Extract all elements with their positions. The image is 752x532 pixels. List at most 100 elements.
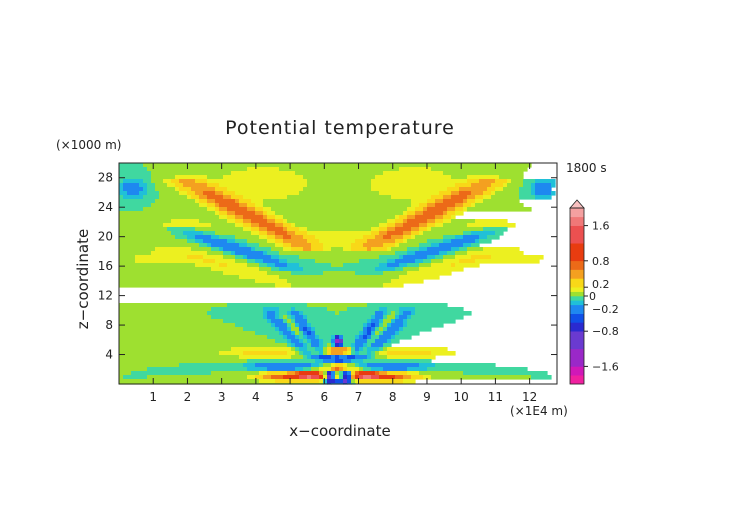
- heatmap-cell: [191, 187, 216, 192]
- heatmap-cell: [415, 207, 424, 212]
- heatmap-cell: [327, 347, 332, 352]
- heatmap-cell: [119, 251, 152, 256]
- heatmap-cell: [383, 347, 388, 352]
- heatmap-cell: [195, 263, 220, 268]
- heatmap-cell: [415, 211, 424, 216]
- heatmap-cell: [371, 327, 376, 332]
- heatmap-cell: [347, 367, 360, 372]
- heatmap-cell: [279, 331, 284, 336]
- heatmap-cell: [207, 243, 212, 248]
- heatmap-cell: [283, 219, 288, 224]
- heatmap-cell: [255, 203, 264, 208]
- heatmap-cell: [403, 235, 412, 240]
- heatmap-cell: [279, 315, 284, 320]
- heatmap-cell: [271, 255, 280, 260]
- heatmap-cell: [435, 215, 444, 220]
- heatmap-cell: [275, 219, 284, 224]
- heatmap-cell: [455, 183, 472, 188]
- heatmap-cell: [455, 211, 464, 216]
- heatmap-cell: [463, 207, 468, 212]
- heatmap-cell: [495, 187, 504, 192]
- heatmap-cell: [407, 215, 416, 220]
- heatmap-cell: [423, 207, 428, 212]
- heatmap-cell: [427, 367, 528, 372]
- heatmap-cell: [263, 315, 268, 320]
- heatmap-cell: [119, 191, 128, 196]
- colorbar-ticks: 1.6 0.8 0.20−0.2 −0.8 −1.6: [584, 220, 619, 373]
- heatmap-cell: [307, 319, 368, 324]
- heatmap-cell: [371, 375, 380, 380]
- heatmap-cell: [415, 311, 472, 316]
- heatmap-cell: [295, 307, 328, 312]
- x-tick-label: 12: [522, 390, 537, 404]
- heatmap-cell: [343, 339, 356, 344]
- heatmap-cell: [219, 207, 228, 212]
- heatmap-cell: [235, 191, 300, 196]
- heatmap-cell: [375, 267, 396, 272]
- heatmap-cell: [283, 227, 288, 232]
- heatmap-cell: [339, 311, 376, 316]
- heatmap-cell: [199, 199, 208, 204]
- y-tick-label: 12: [98, 289, 113, 303]
- heatmap-cell: [279, 275, 400, 280]
- heatmap-cell: [383, 343, 392, 348]
- colorbar-segment: [570, 269, 584, 279]
- heatmap-cell: [203, 191, 216, 196]
- heatmap-cell: [291, 339, 300, 344]
- heatmap-cell: [483, 227, 508, 232]
- x-tick-label: 7: [355, 390, 363, 404]
- heatmap-cell: [279, 311, 288, 316]
- heatmap-cell: [163, 223, 212, 228]
- heatmap-cell: [395, 331, 400, 336]
- heatmap-cell: [343, 379, 348, 384]
- heatmap-cell: [267, 315, 276, 320]
- heatmap-cell: [235, 323, 272, 328]
- heatmap-cell: [295, 347, 300, 352]
- heatmap-cell: [335, 311, 340, 316]
- heatmap-cell: [399, 243, 420, 248]
- heatmap-cell: [299, 351, 304, 356]
- heatmap-cell: [255, 207, 264, 212]
- heatmap-cell: [235, 215, 244, 220]
- heatmap-cell: [231, 251, 236, 256]
- heatmap-cell: [147, 183, 156, 188]
- heatmap-cell: [267, 371, 288, 376]
- heatmap-cell: [219, 211, 228, 216]
- heatmap-cell: [235, 199, 240, 204]
- heatmap-cell: [399, 255, 404, 260]
- heatmap-cell: [199, 243, 208, 248]
- heatmap-cell: [215, 211, 220, 216]
- heatmap-cell: [491, 183, 504, 188]
- heatmap-cell: [247, 255, 272, 260]
- heatmap-cell: [251, 219, 268, 224]
- heatmap-cell: [359, 335, 364, 340]
- heatmap-cell: [187, 235, 196, 240]
- heatmap-cell: [427, 239, 444, 244]
- heatmap-cell: [227, 239, 236, 244]
- heatmap-cell: [411, 311, 416, 316]
- heatmap-cell: [211, 307, 264, 312]
- heatmap-cell: [263, 207, 272, 212]
- heatmap-cell: [471, 191, 484, 196]
- colorbar-segment: [570, 348, 584, 367]
- heatmap-cell: [147, 375, 248, 380]
- heatmap-cell: [267, 211, 276, 216]
- heatmap-cell: [363, 327, 368, 332]
- heatmap-cell: [363, 335, 368, 340]
- heatmap-cell: [275, 215, 284, 220]
- heatmap-cell: [463, 235, 480, 240]
- heatmap-cell: [119, 375, 124, 380]
- heatmap-field: [119, 163, 556, 385]
- heatmap-cell: [299, 371, 320, 376]
- heatmap-cell: [371, 183, 456, 188]
- heatmap-cell: [395, 251, 408, 256]
- heatmap-cell: [467, 195, 476, 200]
- heatmap-cell: [303, 175, 376, 180]
- heatmap-cell: [295, 171, 384, 176]
- heatmap-cell: [535, 183, 552, 188]
- heatmap-cell: [227, 215, 236, 220]
- heatmap-cell: [411, 199, 428, 204]
- x-tick-label: 1: [149, 390, 157, 404]
- heatmap-cell: [255, 331, 280, 336]
- heatmap-cell: [259, 223, 276, 228]
